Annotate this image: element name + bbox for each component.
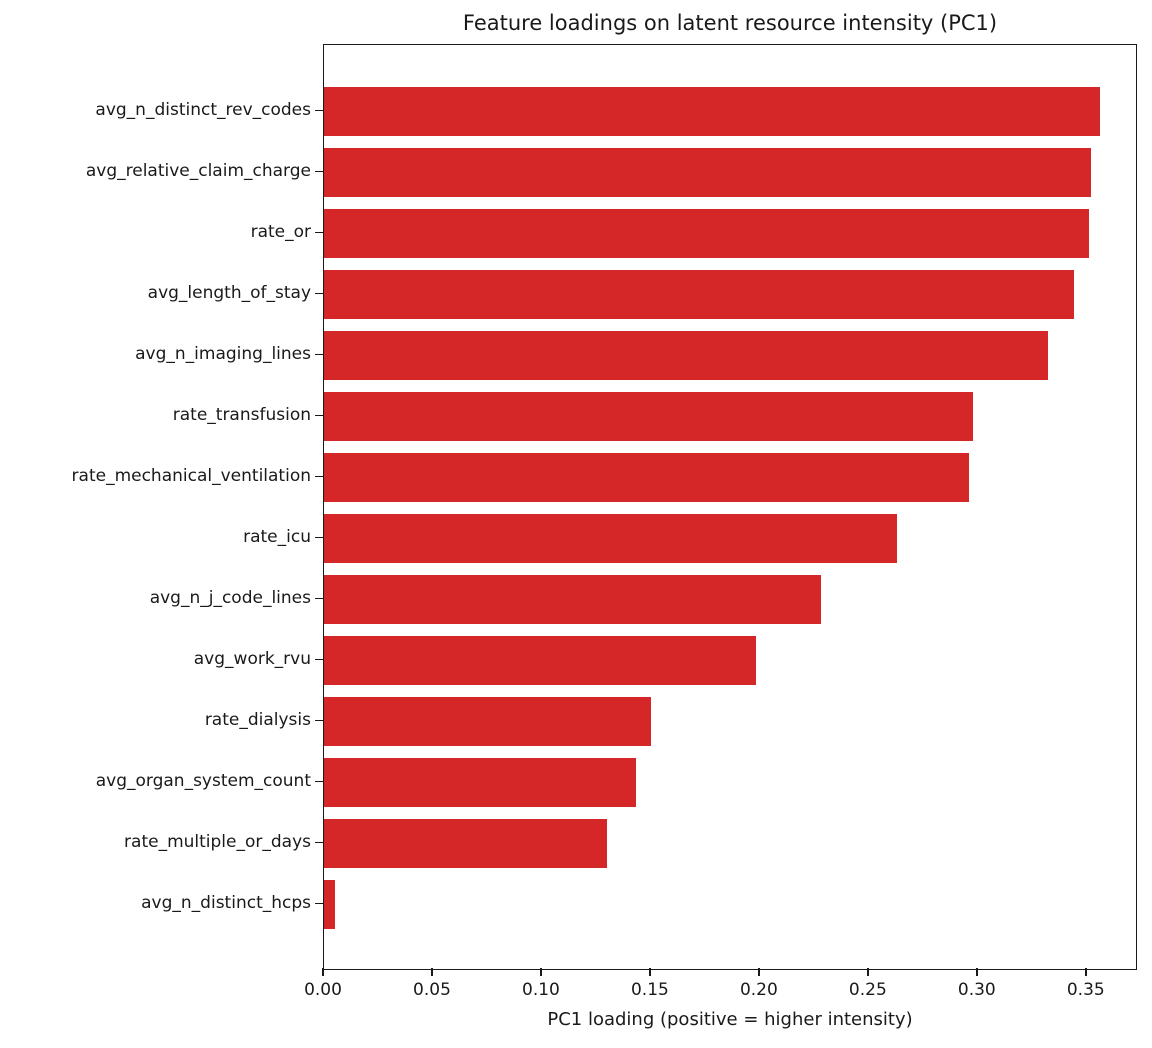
y-tick-label: rate_or — [250, 221, 311, 242]
plot-area — [323, 44, 1137, 970]
y-tick-mark — [315, 597, 323, 600]
y-tick-label: avg_work_rvu — [193, 649, 311, 669]
bar-rate_icu — [324, 514, 898, 563]
y-tick-label: avg_length_of_stay — [147, 282, 311, 303]
y-tick-label: rate_icu — [243, 527, 311, 547]
y-tick-label: rate_dialysis — [204, 710, 311, 730]
x-tick-label: 0.15 — [630, 980, 669, 1000]
y-tick-mark — [315, 536, 323, 539]
x-tick-mark — [540, 968, 542, 976]
x-tick-label: 0.20 — [739, 980, 778, 1000]
y-tick-mark — [315, 658, 323, 661]
bar-avg_n_distinct_hcps — [324, 880, 335, 929]
y-tick-mark — [315, 170, 323, 173]
y-tick-label: avg_organ_system_count — [95, 771, 311, 791]
bar-rate_mechanical_ventilation — [324, 453, 970, 502]
y-tick-mark — [315, 231, 323, 234]
bar-avg_relative_claim_charge — [324, 148, 1092, 197]
y-tick-label: rate_transfusion — [172, 404, 311, 425]
y-tick-label: rate_mechanical_ventilation — [71, 465, 311, 486]
y-tick-mark — [315, 109, 323, 112]
bar-avg_length_of_stay — [324, 270, 1074, 319]
bar-rate_or — [324, 209, 1089, 258]
bar-avg_organ_system_count — [324, 758, 636, 807]
x-axis-label: PC1 loading (positive = higher intensity… — [547, 1009, 913, 1030]
x-tick-mark — [1084, 968, 1087, 976]
bar-avg_work_rvu — [324, 636, 756, 685]
y-tick-label: rate_multiple_or_days — [124, 832, 311, 852]
x-tick-mark — [322, 968, 324, 976]
y-tick-label: avg_n_imaging_lines — [135, 343, 311, 364]
x-tick-label: 0.05 — [413, 980, 451, 1000]
bar-rate_transfusion — [324, 392, 974, 441]
bar-rate_multiple_or_days — [324, 819, 608, 868]
y-tick-label: avg_n_j_code_lines — [149, 588, 311, 608]
x-tick-label: 0.30 — [957, 980, 996, 1000]
x-tick-label: 0.10 — [522, 980, 560, 1000]
chart-title: Feature loadings on latent resource inte… — [462, 11, 998, 35]
y-tick-mark — [315, 841, 323, 844]
y-tick-mark — [315, 353, 323, 356]
x-tick-label: 0.35 — [1066, 980, 1105, 1000]
y-tick-label: avg_relative_claim_charge — [85, 160, 311, 181]
x-tick-mark — [975, 968, 978, 976]
x-tick-label: 0.00 — [304, 980, 342, 1000]
y-tick-label: avg_n_distinct_hcps — [141, 893, 311, 913]
y-tick-mark — [315, 414, 323, 417]
x-tick-mark — [431, 968, 433, 976]
y-tick-mark — [315, 292, 323, 295]
x-tick-mark — [649, 968, 651, 976]
bar-avg_n_distinct_rev_codes — [324, 87, 1100, 136]
bar-rate_dialysis — [324, 697, 651, 746]
x-tick-mark — [757, 968, 760, 976]
y-tick-mark — [315, 902, 323, 905]
bar-avg_n_imaging_lines — [324, 331, 1048, 380]
y-tick-mark — [315, 475, 323, 478]
y-tick-mark — [315, 780, 323, 783]
x-tick-label: 0.25 — [848, 980, 887, 1000]
y-tick-label: avg_n_distinct_rev_codes — [95, 99, 311, 120]
x-tick-mark — [866, 968, 869, 976]
y-tick-mark — [315, 719, 323, 722]
bar-avg_n_j_code_lines — [324, 575, 821, 624]
